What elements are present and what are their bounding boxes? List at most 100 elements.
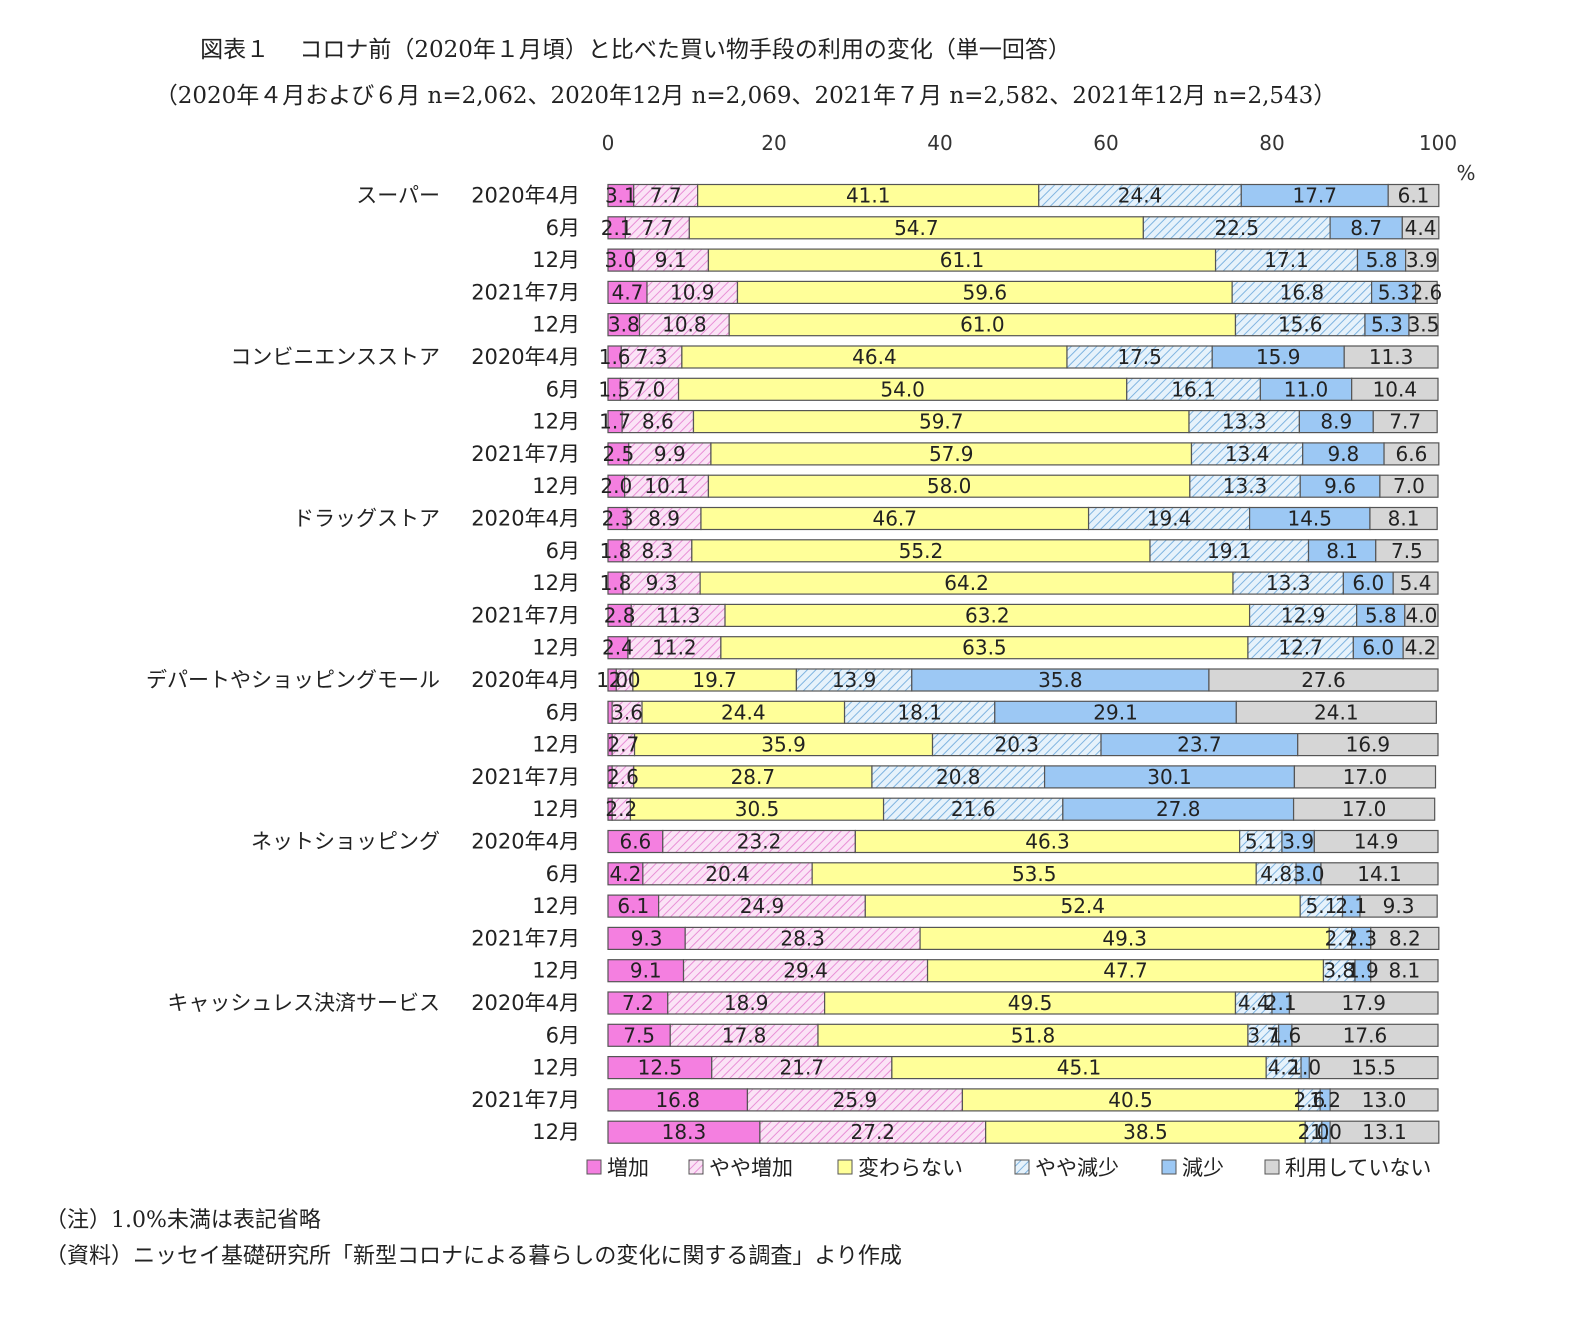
data-label: 8.9 bbox=[648, 507, 680, 531]
data-label: 2.1 bbox=[1265, 991, 1297, 1015]
data-label: 15.5 bbox=[1351, 1056, 1396, 1080]
data-label: 49.5 bbox=[1008, 991, 1053, 1015]
data-label: 17.5 bbox=[1117, 345, 1162, 369]
bar-segment-利用していない bbox=[1291, 1023, 1439, 1047]
bar-segment-利用していない bbox=[1383, 442, 1440, 466]
data-label: 7.0 bbox=[634, 377, 666, 401]
period-label: 2021年7月 bbox=[471, 765, 580, 789]
data-label: 2.2 bbox=[605, 797, 637, 821]
bar-segment-利用していない bbox=[1293, 765, 1437, 789]
data-label: 10.8 bbox=[662, 313, 707, 337]
data-label: 2.1 bbox=[1335, 894, 1367, 918]
data-label: 21.6 bbox=[951, 797, 996, 821]
data-label: 12.9 bbox=[1281, 603, 1326, 627]
bar-segment-利用していない bbox=[1379, 474, 1439, 498]
data-label: 21.7 bbox=[780, 1056, 825, 1080]
bar-segment-利用していない bbox=[1404, 603, 1439, 628]
data-label: 16.1 bbox=[1171, 377, 1216, 401]
data-label: 5.3 bbox=[1371, 313, 1403, 337]
data-label: 7.5 bbox=[623, 1023, 655, 1047]
legend-swatch bbox=[586, 1159, 602, 1175]
bar-segment-利用していない bbox=[1308, 1055, 1439, 1080]
data-label: 1.5 bbox=[598, 377, 630, 401]
data-label: 2.6 bbox=[1293, 1088, 1325, 1112]
data-label: 23.2 bbox=[737, 830, 782, 854]
period-label: 6月 bbox=[546, 700, 580, 724]
data-label: 7.3 bbox=[636, 345, 668, 369]
data-label: 18.3 bbox=[662, 1120, 707, 1144]
data-label: 64.2 bbox=[944, 571, 989, 595]
data-label: 3.9 bbox=[1282, 830, 1314, 854]
data-label: 16.9 bbox=[1346, 733, 1391, 757]
data-label: 13.1 bbox=[1362, 1120, 1407, 1144]
data-label: 35.8 bbox=[1038, 668, 1083, 692]
legend-label: やや増加 bbox=[709, 1156, 793, 1180]
legend-label: 利用していない bbox=[1285, 1156, 1431, 1180]
data-label: 15.6 bbox=[1278, 313, 1323, 337]
data-label: 63.2 bbox=[965, 603, 1010, 627]
data-label: 29.4 bbox=[783, 959, 828, 983]
period-label: 6月 bbox=[546, 1023, 580, 1047]
data-label: 3.7 bbox=[1247, 1023, 1279, 1047]
data-label: 7.2 bbox=[622, 991, 654, 1015]
data-label: 57.9 bbox=[929, 442, 974, 466]
period-label: 12月 bbox=[532, 797, 580, 821]
data-label: 4.4 bbox=[1405, 216, 1437, 240]
data-label: 27.6 bbox=[1301, 668, 1346, 692]
data-label: 10.1 bbox=[644, 474, 689, 498]
data-label: 51.8 bbox=[1011, 1023, 1056, 1047]
bar-segment-利用していない bbox=[1405, 248, 1439, 272]
data-label: 63.5 bbox=[962, 636, 1007, 660]
data-label: 59.7 bbox=[919, 410, 964, 434]
period-label: 2020年4月 bbox=[471, 991, 580, 1015]
data-label: 9.1 bbox=[655, 248, 687, 272]
data-label: 1.7 bbox=[599, 410, 631, 434]
data-label: 54.7 bbox=[894, 216, 939, 240]
data-label: 29.1 bbox=[1093, 700, 1138, 724]
data-label: 59.6 bbox=[963, 280, 1008, 304]
data-label: 9.8 bbox=[1327, 442, 1359, 466]
data-label: 13.0 bbox=[1362, 1088, 1407, 1112]
data-label: 24.4 bbox=[721, 700, 766, 724]
data-label: 1.2 bbox=[1309, 1088, 1341, 1112]
data-label: 14.5 bbox=[1287, 507, 1332, 531]
period-label: 2020年4月 bbox=[471, 668, 580, 692]
legend-swatch bbox=[837, 1159, 853, 1175]
period-label: 6月 bbox=[546, 862, 580, 886]
data-label: 6.1 bbox=[1398, 184, 1430, 208]
data-label: 1.9 bbox=[1347, 959, 1379, 983]
group-label: ネットショッピング bbox=[251, 830, 440, 854]
data-label: 17.0 bbox=[1342, 797, 1387, 821]
legend-swatch bbox=[1264, 1159, 1280, 1175]
bar-segment-利用していない bbox=[1297, 732, 1439, 757]
period-label: 12月 bbox=[532, 410, 580, 434]
bar-segment-利用していない bbox=[1292, 797, 1436, 821]
data-label: 12.5 bbox=[638, 1056, 683, 1080]
data-label: 13.3 bbox=[1266, 571, 1311, 595]
period-label: 12月 bbox=[532, 894, 580, 918]
data-label: 1.6 bbox=[1269, 1023, 1301, 1047]
data-label: 17.1 bbox=[1264, 248, 1309, 272]
bar-segment-利用していない bbox=[1288, 991, 1439, 1015]
data-label: 18.9 bbox=[724, 991, 769, 1015]
data-label: 1.8 bbox=[600, 571, 632, 595]
data-label: 2.5 bbox=[602, 442, 634, 466]
legend-label: 減少 bbox=[1182, 1156, 1224, 1180]
data-label: 18.1 bbox=[897, 700, 942, 724]
data-label: 61.1 bbox=[940, 248, 985, 272]
data-label: 46.4 bbox=[852, 345, 897, 369]
data-label: 45.1 bbox=[1057, 1056, 1102, 1080]
data-label: 1.6 bbox=[599, 345, 631, 369]
data-label: 17.7 bbox=[1292, 184, 1337, 208]
data-label: 7.0 bbox=[1393, 474, 1425, 498]
data-label: 27.8 bbox=[1156, 797, 1201, 821]
bar-segment-利用していない bbox=[1369, 506, 1438, 531]
data-label: 1.0 bbox=[1289, 1056, 1321, 1080]
data-label: 5.4 bbox=[1400, 571, 1432, 595]
data-label: 2.6 bbox=[1410, 280, 1442, 304]
data-label: 8.3 bbox=[641, 539, 673, 563]
data-label: 52.4 bbox=[1060, 894, 1105, 918]
data-label: 4.2 bbox=[1268, 1056, 1300, 1080]
period-label: 2021年7月 bbox=[471, 442, 580, 466]
period-label: 12月 bbox=[532, 733, 580, 757]
